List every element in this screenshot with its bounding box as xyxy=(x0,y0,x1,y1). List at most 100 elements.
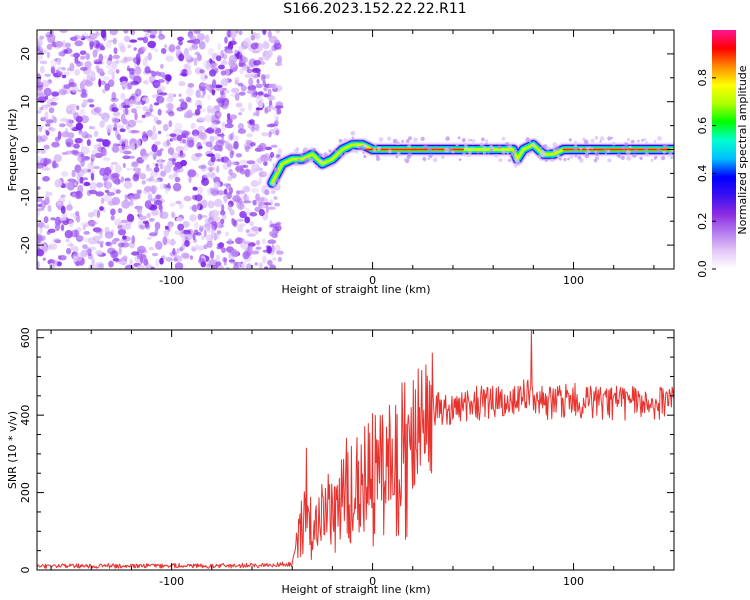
noise-blob xyxy=(266,245,272,254)
noise-blob xyxy=(103,193,112,203)
noise-blob xyxy=(210,172,217,180)
ridge-fringe-dot xyxy=(344,152,348,156)
noise-blob xyxy=(173,171,178,179)
noise-blob xyxy=(93,165,100,170)
noise-blob xyxy=(143,80,148,85)
noise-blob xyxy=(90,70,96,80)
noise-blob xyxy=(93,130,99,137)
noise-blob xyxy=(236,218,245,222)
noise-blob xyxy=(223,183,231,187)
noise-blob xyxy=(230,132,234,141)
noise-blob xyxy=(147,40,157,49)
noise-blob xyxy=(189,255,193,260)
noise-blob xyxy=(146,129,153,137)
noise-blob xyxy=(193,57,198,67)
noise-blob xyxy=(231,37,236,43)
noise-blob xyxy=(269,104,274,110)
noise-blob xyxy=(99,120,105,128)
noise-blob xyxy=(210,229,216,239)
noise-blob xyxy=(218,64,225,70)
noise-blob xyxy=(110,97,119,103)
noise-blob xyxy=(193,238,197,243)
noise-blob xyxy=(108,173,118,180)
noise-blob xyxy=(37,88,42,95)
noise-blob xyxy=(195,89,201,98)
noise-blob xyxy=(112,54,121,60)
noise-blob xyxy=(194,108,201,116)
ridge-fringe-dot xyxy=(604,152,608,155)
noise-blob xyxy=(160,48,167,54)
noise-blob xyxy=(73,52,80,58)
noise-blob xyxy=(174,176,181,183)
noise-blob xyxy=(73,255,78,263)
noise-blob xyxy=(122,235,127,240)
noise-blob xyxy=(154,200,163,206)
noise-blob xyxy=(110,215,115,221)
spectrogram-xtick-label: 0 xyxy=(369,274,376,287)
noise-blob xyxy=(204,223,213,228)
noise-blob xyxy=(264,266,269,269)
noise-blob xyxy=(111,60,118,70)
noise-blob xyxy=(38,235,43,243)
ridge-fringe-dot xyxy=(471,142,475,145)
noise-blob xyxy=(129,68,135,75)
noise-blob xyxy=(249,168,256,174)
noise-blob xyxy=(51,114,55,122)
noise-blob xyxy=(178,98,185,103)
noise-blob xyxy=(77,235,85,240)
noise-blob xyxy=(237,45,244,53)
noise-blob xyxy=(64,127,69,136)
noise-blob xyxy=(199,225,204,232)
noise-blob xyxy=(66,204,73,211)
noise-blob xyxy=(98,141,102,150)
noise-blob xyxy=(126,213,135,223)
noise-blob xyxy=(74,137,83,144)
noise-blob xyxy=(250,71,258,80)
ridge-fringe-dot xyxy=(470,139,473,142)
noise-blob xyxy=(104,226,110,235)
noise-blob xyxy=(74,164,82,173)
noise-blob xyxy=(169,133,177,138)
noise-blob xyxy=(52,238,61,243)
noise-blob xyxy=(257,101,264,109)
noise-blob xyxy=(43,157,50,166)
noise-blob xyxy=(114,178,121,185)
noise-blob xyxy=(109,30,118,36)
noise-blob xyxy=(130,80,139,86)
noise-blob xyxy=(249,122,256,126)
noise-blob xyxy=(109,165,114,171)
ridge-fringe-dot xyxy=(637,139,640,143)
noise-blob xyxy=(138,224,143,229)
noise-blob xyxy=(90,221,99,225)
ridge-fringe-dot xyxy=(464,146,469,150)
noise-blob xyxy=(236,103,242,107)
noise-blob xyxy=(217,242,225,249)
noise-blob xyxy=(260,74,266,82)
noise-blob xyxy=(275,101,284,109)
noise-blob xyxy=(196,141,202,150)
noise-blob xyxy=(92,235,101,242)
noise-blob xyxy=(204,75,208,79)
noise-blob xyxy=(262,255,267,264)
noise-blob xyxy=(46,51,51,59)
noise-blob xyxy=(255,246,262,250)
ridge-fringe-dot xyxy=(645,141,648,144)
noise-blob xyxy=(250,94,257,98)
noise-blob xyxy=(263,161,268,167)
noise-blob xyxy=(44,196,50,205)
noise-blob xyxy=(183,53,192,60)
noise-blob xyxy=(131,251,140,256)
ridge-fringe-dot xyxy=(494,154,499,158)
noise-blob xyxy=(120,242,130,248)
noise-blob xyxy=(143,30,151,33)
noise-blob xyxy=(244,145,250,153)
noise-blob xyxy=(37,53,44,61)
ridge-fringe-dot xyxy=(405,139,410,143)
noise-blob xyxy=(156,149,163,157)
noise-blob xyxy=(188,46,193,51)
noise-blob xyxy=(215,127,222,134)
noise-blob xyxy=(267,239,277,244)
noise-blob xyxy=(53,154,62,163)
noise-blob xyxy=(80,66,88,71)
